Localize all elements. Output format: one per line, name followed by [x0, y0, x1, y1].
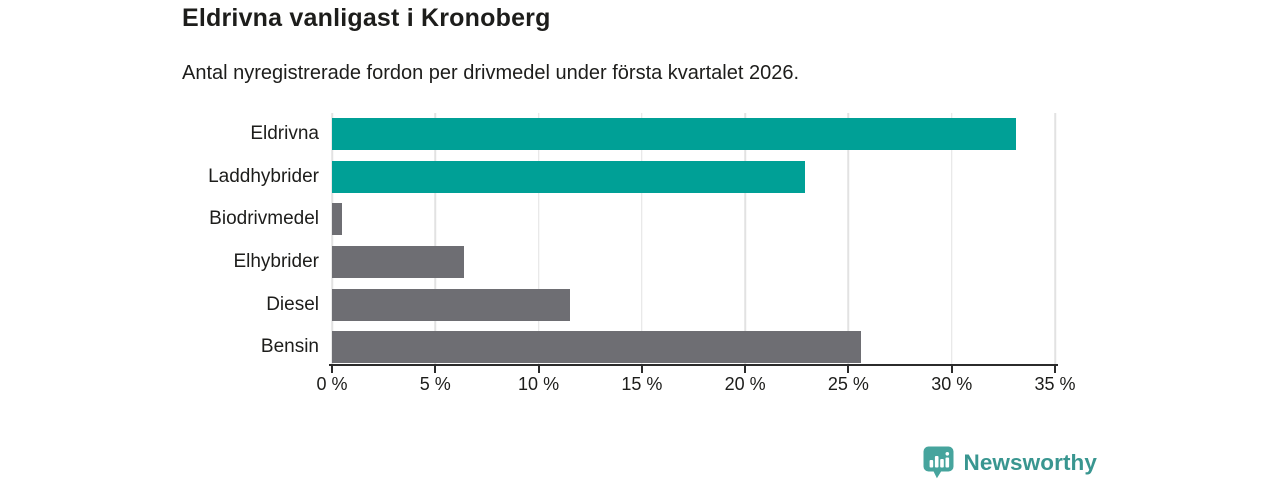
x-axis-tick-10 [537, 366, 540, 373]
x-axis-tick-5 [434, 366, 437, 373]
gridline-10 [537, 113, 540, 365]
x-axis-tick-20 [744, 366, 747, 373]
bar-eldrivna [332, 118, 1016, 150]
gridline-25 [847, 113, 850, 365]
chart-subtitle: Antal nyregistrerade fordon per drivmede… [182, 62, 800, 84]
x-axis-tick-label-35: 35 % [1034, 374, 1076, 394]
x-axis-tick-label-15: 15 % [621, 374, 663, 394]
gridline-35 [1054, 113, 1056, 365]
x-axis-tick-30 [950, 366, 953, 373]
x-axis-tick-0 [331, 366, 333, 373]
bar-diesel [332, 288, 570, 321]
bar-laddhybrider [332, 160, 806, 193]
bar-elhybrider [332, 245, 465, 278]
x-axis-tick-35 [1054, 366, 1056, 373]
gridline-20 [744, 113, 746, 365]
x-axis-tick-label-5: 5 % [419, 374, 451, 394]
category-label-elhybrider: Elhybrider [233, 250, 319, 272]
x-axis-tick-label-20: 20 % [724, 374, 766, 394]
x-axis-tick-15 [640, 366, 643, 373]
x-axis-tick-label-25: 25 % [827, 374, 869, 394]
chart-title: Eldrivna vanligast i Kronoberg [182, 4, 551, 32]
x-axis-tick-25 [847, 366, 850, 373]
bar-chart-bubble-icon [922, 445, 955, 480]
gridline-30 [950, 113, 953, 365]
newsworthy-wordmark: Newsworthy [963, 449, 1097, 475]
newsworthy-logo[interactable]: Newsworthy [922, 445, 1097, 480]
category-label-diesel: Diesel [266, 293, 319, 315]
bar-bensin [332, 331, 861, 364]
gridline-15 [641, 113, 643, 365]
x-axis-tick-label-10: 10 % [518, 374, 560, 394]
x-axis-tick-label-30: 30 % [931, 374, 973, 394]
bar-chart-plot-area: 0 % 5 % 10 % 15 % 20 % 25 % 30 % 35 % Eldrivna La… [208, 113, 1076, 394]
bar-biodrivmedel [332, 203, 343, 236]
category-label-biodrivmedel: Biodrivmedel [209, 208, 319, 230]
category-label-eldrivna: Eldrivna [250, 123, 319, 144]
category-label-laddhybrider: Laddhybrider [208, 165, 319, 187]
x-axis-tick-label-0: 0 % [316, 374, 348, 394]
gridline-5 [434, 113, 437, 365]
gridline-0 [331, 113, 333, 365]
category-label-bensin: Bensin [260, 336, 319, 358]
x-axis-line [329, 364, 1058, 366]
